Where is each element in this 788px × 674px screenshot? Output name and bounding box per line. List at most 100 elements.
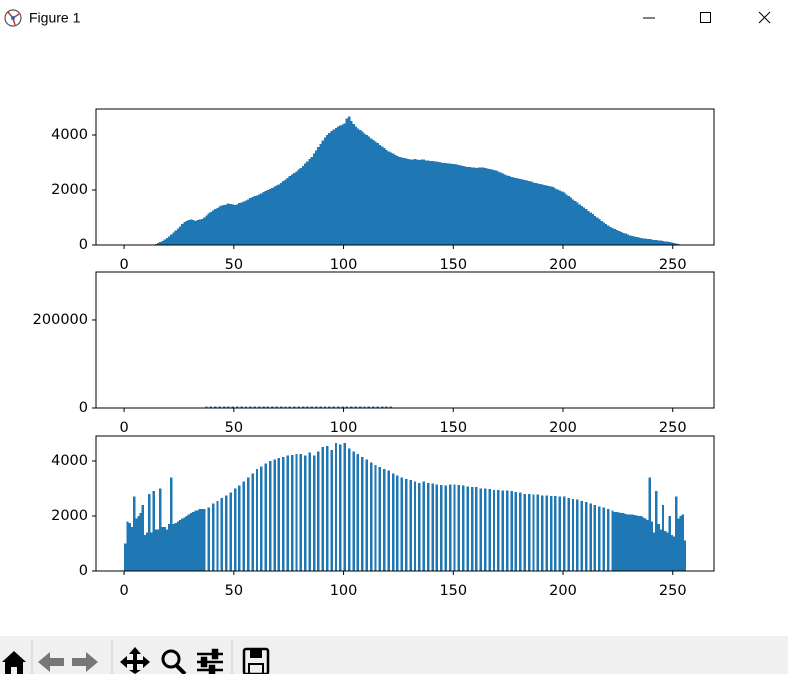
y-tick-label: 200000 xyxy=(33,312,88,328)
bar xyxy=(233,205,237,245)
bar xyxy=(178,226,182,245)
bar xyxy=(257,406,261,408)
bar xyxy=(343,123,346,245)
bar xyxy=(330,449,333,571)
bar xyxy=(222,205,226,245)
axes-frame xyxy=(95,108,715,246)
bar xyxy=(466,166,469,245)
bar xyxy=(589,503,592,571)
bar xyxy=(194,510,197,571)
back-button[interactable] xyxy=(38,652,64,672)
bar xyxy=(378,467,382,571)
bar xyxy=(376,406,379,408)
pan-button[interactable] xyxy=(120,647,150,674)
x-tick-label: 100 xyxy=(330,420,358,436)
bar xyxy=(321,140,325,245)
bar xyxy=(325,134,329,245)
bar xyxy=(479,167,483,245)
bar xyxy=(220,498,224,571)
bar xyxy=(209,406,213,408)
bar xyxy=(161,240,164,245)
bar xyxy=(240,202,243,245)
bar xyxy=(286,177,289,245)
bar xyxy=(187,514,191,571)
bar xyxy=(143,535,147,571)
bar xyxy=(310,156,314,245)
home-button[interactable] xyxy=(2,651,26,674)
bar xyxy=(560,191,564,245)
maximize-button[interactable] xyxy=(700,12,711,23)
save-button[interactable] xyxy=(242,647,270,674)
bar xyxy=(372,139,375,245)
bar xyxy=(251,473,254,571)
bar xyxy=(429,160,432,245)
configure-button[interactable] xyxy=(197,648,223,674)
bar xyxy=(255,469,259,571)
bar xyxy=(154,529,158,571)
bar xyxy=(523,493,526,571)
bar xyxy=(255,195,259,245)
bar xyxy=(446,163,450,245)
bar xyxy=(185,515,188,571)
bar xyxy=(444,163,447,245)
bar xyxy=(319,143,322,245)
x-tick-label: 250 xyxy=(659,420,687,436)
bar xyxy=(462,485,465,571)
zoom-button[interactable] xyxy=(161,649,187,674)
bar xyxy=(674,496,678,571)
y-tick-label: 2000 xyxy=(51,508,88,524)
bar xyxy=(236,204,239,245)
bar xyxy=(642,238,645,245)
close-button[interactable] xyxy=(758,11,771,24)
bar xyxy=(367,136,371,245)
bar xyxy=(363,406,366,408)
bar xyxy=(567,498,570,571)
bar xyxy=(527,493,531,571)
bar xyxy=(246,199,250,245)
bar xyxy=(391,153,395,245)
bar xyxy=(266,189,270,245)
bar xyxy=(341,406,344,408)
bar xyxy=(304,163,307,245)
bar xyxy=(361,456,364,571)
bar xyxy=(402,158,406,245)
bar xyxy=(426,482,430,571)
bar xyxy=(332,129,336,245)
bar xyxy=(308,159,311,245)
bar xyxy=(189,219,193,245)
bar xyxy=(310,406,314,408)
x-tick-label: 250 xyxy=(659,257,687,273)
bar xyxy=(288,406,292,408)
bar xyxy=(635,237,638,245)
bar xyxy=(637,237,641,245)
bar xyxy=(499,172,502,245)
bar xyxy=(670,535,673,571)
bar xyxy=(211,210,215,245)
bar xyxy=(174,522,178,571)
bar xyxy=(646,238,649,245)
bar xyxy=(648,477,652,571)
bar xyxy=(249,198,252,245)
bar xyxy=(545,495,548,571)
bar xyxy=(185,220,188,245)
bar xyxy=(598,219,601,245)
bar xyxy=(178,520,182,571)
bar xyxy=(288,176,292,245)
bar xyxy=(497,489,500,571)
bar xyxy=(628,235,632,245)
bar xyxy=(325,445,329,571)
bar xyxy=(216,500,219,571)
bar xyxy=(490,169,494,245)
bar xyxy=(358,130,362,245)
bar xyxy=(565,194,568,245)
bar xyxy=(525,180,529,245)
forward-button[interactable] xyxy=(72,652,98,672)
bar xyxy=(387,470,390,571)
bar xyxy=(365,134,368,245)
bar xyxy=(315,406,318,408)
bar xyxy=(367,406,371,408)
bar xyxy=(554,496,557,571)
bar xyxy=(464,166,467,245)
bar xyxy=(334,443,338,571)
bar xyxy=(451,163,454,245)
